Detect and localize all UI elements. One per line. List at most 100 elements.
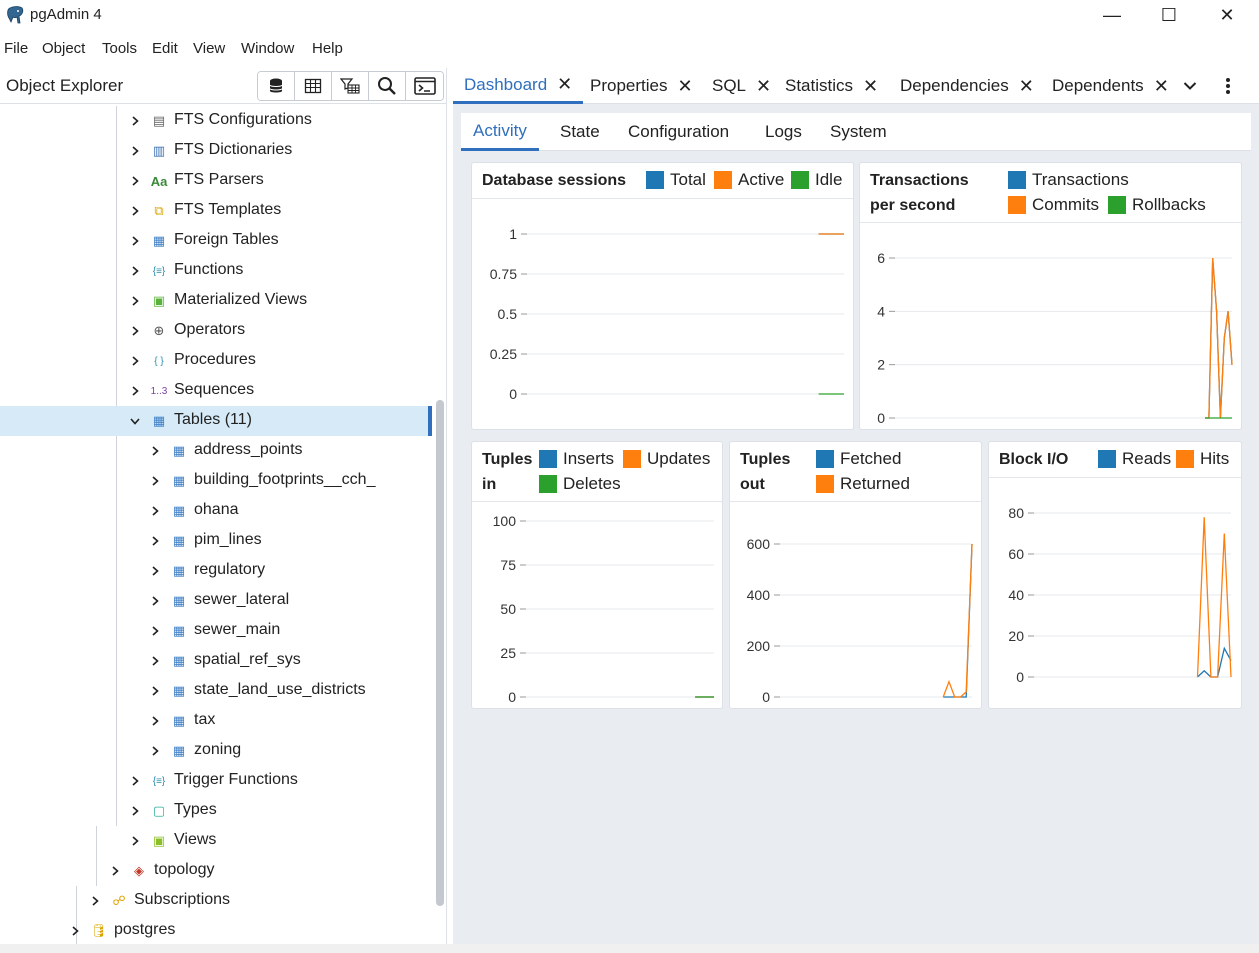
tree-node[interactable]: ▦ Foreign Tables [0,226,432,256]
tree-node[interactable]: ▦ zoning [0,736,432,766]
chevron-right-icon[interactable] [150,446,160,456]
chevron-right-icon[interactable] [130,296,140,306]
tree-node[interactable]: ▦ tax [0,706,432,736]
chevron-right-icon[interactable] [150,686,160,696]
close-icon[interactable]: ✕ [557,74,573,94]
tree-node[interactable]: ▦ spatial_ref_sys [0,646,432,676]
tree-node[interactable]: ▦ regulatory [0,556,432,586]
tab-statistics[interactable]: Statistics ✕ [785,68,878,104]
tab-dashboard[interactable]: Dashboard ✕ [453,68,584,104]
chevron-right-icon[interactable] [110,866,120,876]
chevron-right-icon[interactable] [130,836,140,846]
chevron-right-icon[interactable] [150,536,160,546]
maximize-button[interactable]: ☐ [1160,4,1178,25]
card-title-line2: per second [870,197,956,214]
close-icon[interactable]: ✕ [1018,75,1034,96]
tree-node[interactable]: ▦ state_land_use_districts [0,676,432,706]
tree-node[interactable]: ⊕ Operators [0,316,432,346]
tree-node[interactable]: ▦ ohana [0,496,432,526]
query-tool-button[interactable] [258,72,295,100]
menu-object[interactable]: Object [42,40,86,57]
close-icon[interactable]: ✕ [1153,75,1169,96]
chevron-down-icon[interactable] [130,416,140,426]
chevron-right-icon[interactable] [70,926,80,936]
menu-help[interactable]: Help [312,40,343,57]
tree-node[interactable]: ▦ building_footprints__cch_ [0,466,432,496]
tab-dependencies[interactable]: Dependencies ✕ [900,68,1034,104]
tree-node[interactable]: Aa FTS Parsers [0,166,432,196]
tree-node[interactable]: ▣ Materialized Views [0,286,432,316]
subtab-state[interactable]: State [560,122,600,141]
chevron-right-icon[interactable] [130,266,140,276]
subtab-configuration[interactable]: Configuration [628,122,730,141]
chevron-right-icon[interactable] [130,176,140,186]
tree-scrollbar[interactable] [436,400,444,906]
card-title-line2: out [740,476,765,493]
close-icon[interactable]: ✕ [863,75,879,96]
chevron-right-icon[interactable] [150,506,160,516]
psql-tool-button[interactable] [406,72,443,100]
close-icon[interactable]: ✕ [677,75,693,96]
menu-tools[interactable]: Tools [102,40,138,57]
search-objects-button[interactable] [369,72,406,100]
chevron-right-icon[interactable] [150,566,160,576]
chevron-right-icon[interactable] [150,656,160,666]
chevron-right-icon[interactable] [150,746,160,756]
chevron-right-icon[interactable] [150,716,160,726]
legend-hits: Hits [1176,449,1229,469]
minimize-button[interactable]: — [1103,4,1121,25]
chevron-right-icon[interactable] [130,386,140,396]
tree-node[interactable]: { } Procedures [0,346,432,376]
tree-node[interactable]: ▦ address_points [0,436,432,466]
chevron-right-icon[interactable] [150,626,160,636]
tree-node-label: Subscriptions [134,891,231,908]
chevron-right-icon[interactable] [130,236,140,246]
table-icon: ▦ [172,683,186,698]
menu-window[interactable]: Window [241,40,295,57]
chevron-right-icon[interactable] [90,896,100,906]
subtab-system[interactable]: System [830,122,887,141]
chevron-right-icon[interactable] [130,146,140,156]
chevron-right-icon[interactable] [130,356,140,366]
tree-node[interactable]: {≡} Trigger Functions [0,766,432,796]
close-icon[interactable]: ✕ [756,75,772,96]
subtab-logs[interactable]: Logs [765,122,802,141]
chevron-right-icon[interactable] [130,806,140,816]
tree-node[interactable]: ⧉ FTS Templates [0,196,432,226]
topology-icon: ◈ [134,863,144,878]
chevron-right-icon[interactable] [130,326,140,336]
menu-view[interactable]: View [193,40,226,57]
tree-node[interactable]: ▤ FTS Configurations [0,106,432,136]
chevron-right-icon[interactable] [150,476,160,486]
tabs-overflow-button[interactable] [1183,68,1197,104]
filtered-rows-button[interactable] [332,72,369,100]
tab-sql[interactable]: SQL ✕ [712,68,771,104]
tree-node-label: postgres [114,921,176,938]
tree-node[interactable]: ▦ Tables (11) [0,406,432,436]
chevron-right-icon[interactable] [150,596,160,606]
tree-node[interactable]: ▥ FTS Dictionaries [0,136,432,166]
menu-file[interactable]: File [4,40,29,57]
menu-edit[interactable]: Edit [152,40,178,57]
tree-node[interactable]: 🛢 postgres [0,916,432,946]
tree-node[interactable]: ▦ sewer_main [0,616,432,646]
chevron-right-icon[interactable] [130,776,140,786]
tree-node[interactable]: ▦ sewer_lateral [0,586,432,616]
tree-node[interactable]: ◈ topology [0,856,432,886]
chevron-right-icon[interactable] [130,206,140,216]
more-options-button[interactable] [1225,68,1231,104]
close-window-button[interactable]: ✕ [1219,4,1235,25]
tab-properties[interactable]: Properties ✕ [590,68,693,104]
legend-idle: Idle [791,170,842,190]
tree-node[interactable]: {≡} Functions [0,256,432,286]
tree-node[interactable]: ▣ Views [0,826,432,856]
tree-node[interactable]: ☍ Subscriptions [0,886,432,916]
subtab-activity[interactable]: Activity [461,113,539,151]
y-tick-label: 0 [1016,669,1024,685]
view-data-button[interactable] [295,72,332,100]
chevron-right-icon[interactable] [130,116,140,126]
tree-node[interactable]: ▦ pim_lines [0,526,432,556]
tree-node[interactable]: 1..3 Sequences [0,376,432,406]
tree-node[interactable]: ▢ Types [0,796,432,826]
tab-dependents[interactable]: Dependents ✕ [1052,68,1169,104]
